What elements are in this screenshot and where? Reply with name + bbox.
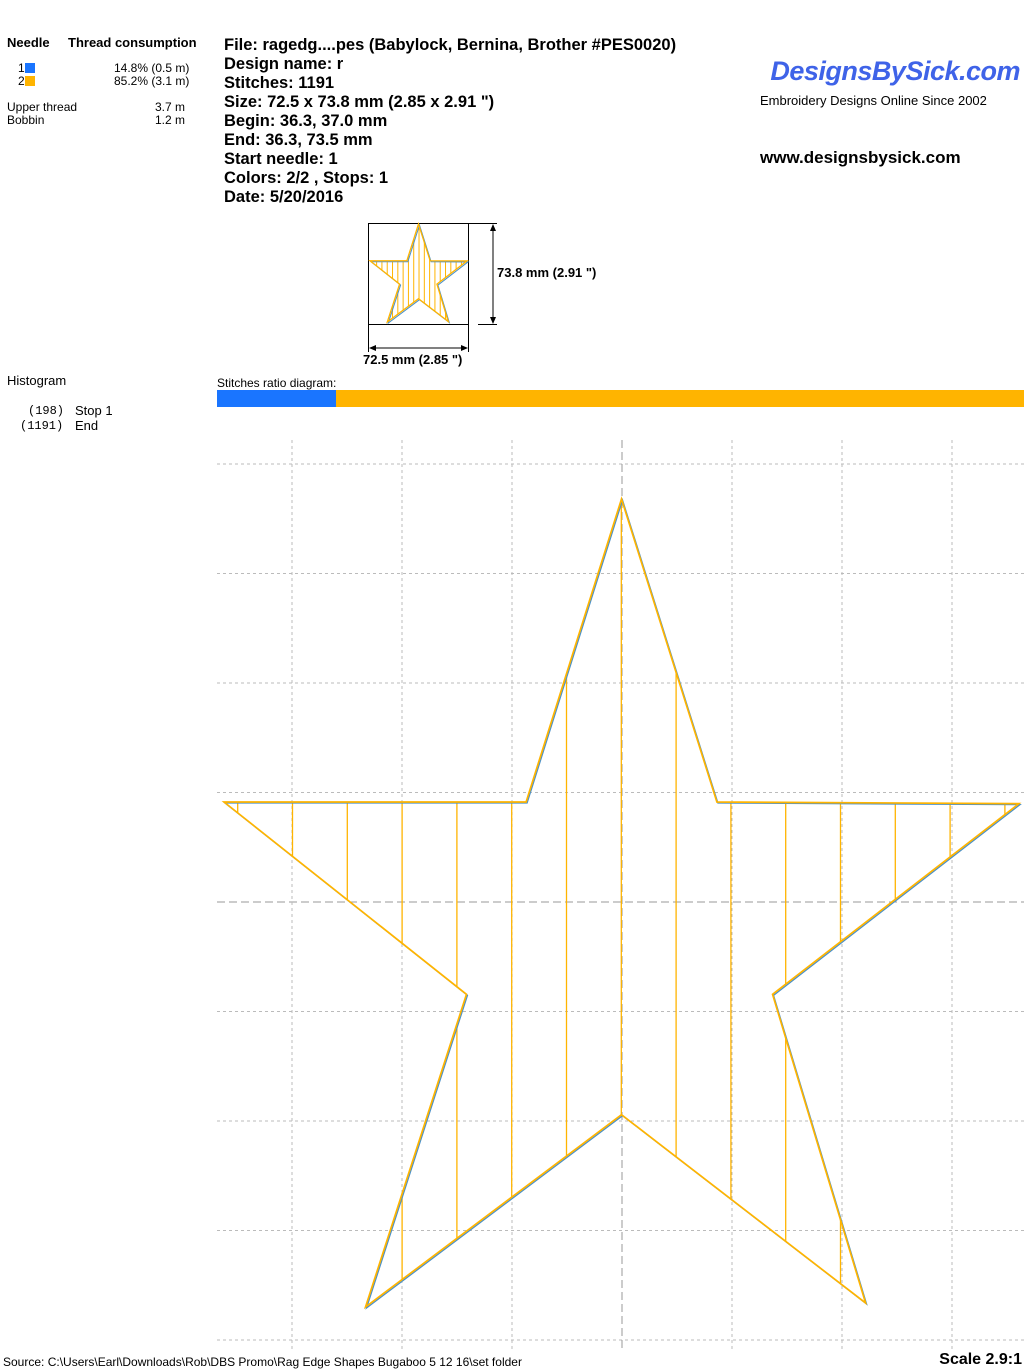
needle-row-1: 1 (18, 62, 35, 75)
date: Date: 5/20/2016 (224, 188, 344, 206)
brand-url[interactable]: www.designsbysick.com (760, 148, 961, 167)
brand-tagline: Embroidery Designs Online Since 2002 (760, 93, 987, 108)
histogram-label-2: End (75, 418, 99, 433)
histogram-label-1: Stop 1 (75, 403, 113, 418)
thumbnail-frame (368, 223, 469, 325)
outline-orange (368, 221, 469, 324)
height-label: 73.8 mm (2.91 ") (497, 265, 597, 280)
bobbin-label: Bobbin (7, 113, 45, 127)
ratio-label: Stitches ratio diagram: (217, 376, 337, 390)
upper-thread-label: Upper thread (7, 100, 78, 114)
thumbnail-star (368, 221, 470, 325)
stitches-ratio-bar (217, 390, 1024, 407)
needle-header: Needle (7, 35, 50, 50)
stitch-count: Stitches: 1191 (224, 74, 335, 92)
begin-point: Begin: 36.3, 37.0 mm (224, 112, 388, 130)
scale-label: Scale 2.9:1 (939, 1351, 1022, 1368)
design-info: File: ragedg....pes (Babylock, Bernina, … (224, 36, 676, 207)
needle-1-consumption: 14.8% (0.5 m) (114, 61, 190, 75)
brand-logo: DesignsBySick.com (770, 56, 1020, 86)
grid (217, 440, 1024, 1350)
histogram-count-2: (1191) (20, 419, 64, 433)
needle-2-consumption: 85.2% (3.1 m) (114, 74, 190, 88)
color-swatch-blue (24, 63, 35, 73)
ratio-segment-blue (217, 390, 337, 407)
width-label: 72.5 mm (2.85 ") (363, 352, 463, 367)
start-needle: Start needle: 1 (224, 150, 338, 168)
design-thumbnail (368, 221, 497, 352)
design-name: Design name: r (224, 55, 344, 73)
outline-orange (221, 496, 1022, 1310)
end-point: End: 36.3, 73.5 mm (224, 131, 373, 149)
colors-stops: Colors: 2/2 , Stops: 1 (224, 169, 389, 187)
histogram-count-1: (198) (28, 404, 65, 418)
source-path: Source: C:\Users\Earl\Downloads\Rob\DBS … (3, 1355, 522, 1369)
thread-consumption-header: Thread consumption (68, 35, 197, 50)
upper-thread-value: 3.7 m (155, 100, 186, 114)
design-size: Size: 72.5 x 73.8 mm (2.85 x 2.91 ") (224, 93, 495, 111)
histogram-title: Histogram (7, 373, 67, 388)
needle-row-2: 2 (18, 75, 35, 88)
color-swatch-orange (24, 76, 35, 86)
design-preview (217, 440, 1024, 1350)
file-name: File: ragedg....pes (Babylock, Bernina, … (224, 36, 677, 54)
bobbin-value: 1.2 m (155, 113, 186, 127)
